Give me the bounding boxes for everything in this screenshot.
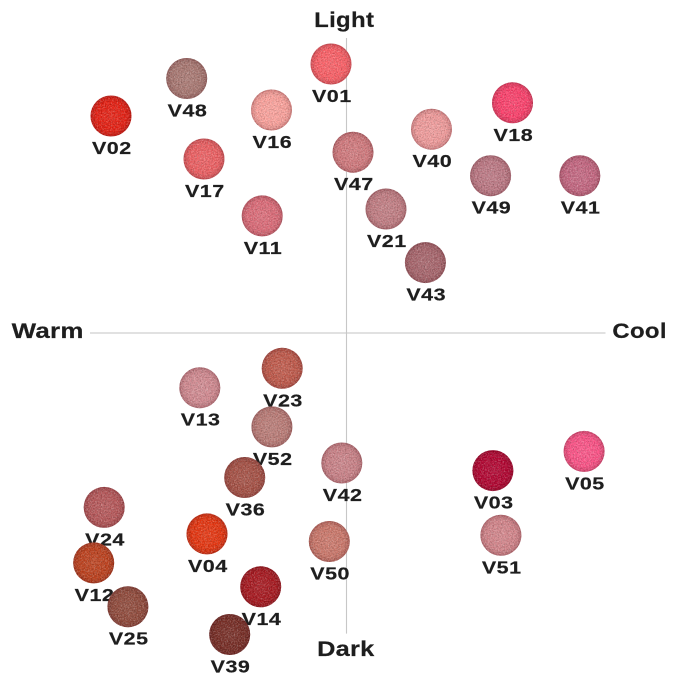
svg-text:V04: V04 <box>188 557 228 577</box>
svg-text:V17: V17 <box>185 182 225 202</box>
svg-text:V51: V51 <box>482 558 522 578</box>
svg-text:Dark: Dark <box>317 637 374 660</box>
svg-text:V16: V16 <box>252 133 292 153</box>
svg-text:V48: V48 <box>168 101 208 121</box>
svg-text:Cool: Cool <box>612 320 667 343</box>
svg-text:V39: V39 <box>211 657 251 677</box>
svg-text:V02: V02 <box>92 139 132 159</box>
svg-text:V50: V50 <box>310 564 350 584</box>
svg-text:V40: V40 <box>412 152 452 172</box>
svg-text:V05: V05 <box>565 474 605 494</box>
svg-text:Light: Light <box>314 9 374 32</box>
svg-text:V25: V25 <box>109 629 149 649</box>
svg-text:V11: V11 <box>244 239 282 259</box>
svg-text:V41: V41 <box>561 198 601 218</box>
svg-text:V43: V43 <box>406 285 446 305</box>
svg-text:V14: V14 <box>242 610 282 630</box>
svg-text:V21: V21 <box>367 232 407 252</box>
svg-text:V03: V03 <box>474 493 514 513</box>
svg-text:V36: V36 <box>226 500 266 520</box>
svg-text:V18: V18 <box>493 126 533 146</box>
svg-text:V13: V13 <box>181 410 221 430</box>
svg-text:V42: V42 <box>323 486 363 506</box>
svg-text:V49: V49 <box>472 198 512 218</box>
svg-text:V47: V47 <box>334 175 374 195</box>
svg-text:V52: V52 <box>253 450 293 470</box>
svg-text:V23: V23 <box>263 391 303 411</box>
svg-text:V01: V01 <box>312 87 352 107</box>
svg-text:Warm: Warm <box>12 319 84 342</box>
svg-text:V12: V12 <box>75 586 115 606</box>
